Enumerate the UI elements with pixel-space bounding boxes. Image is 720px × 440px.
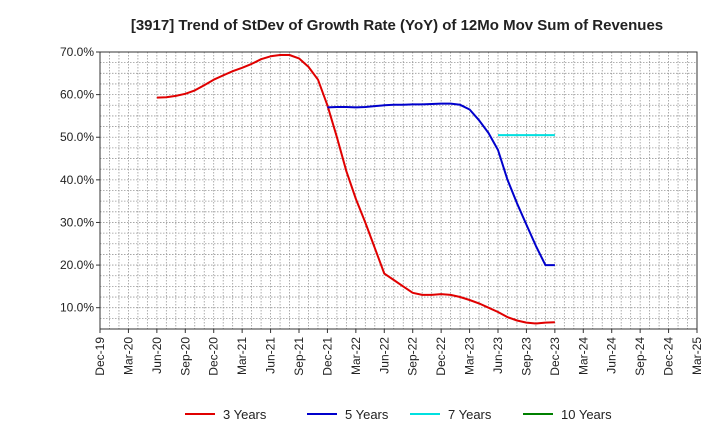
x-tick-label: Dec-20 <box>207 337 221 376</box>
y-tick-label: 40.0% <box>60 173 94 187</box>
x-tick-label: Jun-20 <box>150 337 164 374</box>
series-line-5-years <box>327 102 555 267</box>
plot-frame <box>99 51 698 330</box>
legend-label: 3 Years <box>223 407 267 422</box>
x-tick-label: Mar-25 <box>690 337 704 375</box>
x-tick-label: Mar-20 <box>121 337 135 375</box>
y-axis: 10.0% 20.0% 30.0% 40.0% 50.0% 60.0% 70.0% <box>60 45 100 315</box>
x-tick-label: Dec-19 <box>93 337 107 376</box>
x-tick-label: Jun-23 <box>491 337 505 374</box>
y-tick-label: 10.0% <box>60 301 94 315</box>
y-tick-label: 50.0% <box>60 130 94 144</box>
x-tick-label: Sep-22 <box>406 337 420 376</box>
x-tick-label: Mar-21 <box>235 337 249 375</box>
legend-label: 7 Years <box>448 407 492 422</box>
y-tick-label: 30.0% <box>60 215 94 229</box>
series-line-3-years <box>156 54 555 325</box>
chart-title: [3917] Trend of StDev of Growth Rate (Yo… <box>131 17 663 34</box>
x-tick-label: Sep-21 <box>292 337 306 376</box>
x-tick-label: Dec-22 <box>434 337 448 376</box>
x-tick-label: Jun-22 <box>377 337 391 374</box>
x-tick-label: Mar-22 <box>349 337 363 375</box>
y-tick-label: 20.0% <box>60 258 94 272</box>
x-tick-label: Dec-23 <box>548 337 562 376</box>
legend-label: 10 Years <box>561 407 612 422</box>
legend-label: 5 Years <box>345 407 389 422</box>
x-tick-label: Jun-24 <box>605 337 619 374</box>
grid-layer <box>100 52 697 329</box>
series-layer <box>156 54 555 325</box>
x-tick-label: Dec-21 <box>320 337 334 376</box>
x-tick-label: Sep-20 <box>178 337 192 376</box>
x-tick-label: Sep-24 <box>633 337 647 376</box>
y-tick-label: 60.0% <box>60 88 94 102</box>
x-tick-label: Jun-21 <box>264 337 278 374</box>
x-tick-label: Dec-24 <box>662 337 676 376</box>
y-tick-label: 70.0% <box>60 45 94 59</box>
legend: 3 Years 5 Years 7 Years 10 Years <box>185 407 612 422</box>
x-axis: Dec-19 Mar-20 Jun-20 Sep-20 Dec-20 Mar-21 Jun-… <box>93 329 704 376</box>
x-tick-label: Sep-23 <box>519 337 533 376</box>
x-tick-label: Mar-23 <box>463 337 477 375</box>
x-tick-label: Mar-24 <box>576 337 590 375</box>
